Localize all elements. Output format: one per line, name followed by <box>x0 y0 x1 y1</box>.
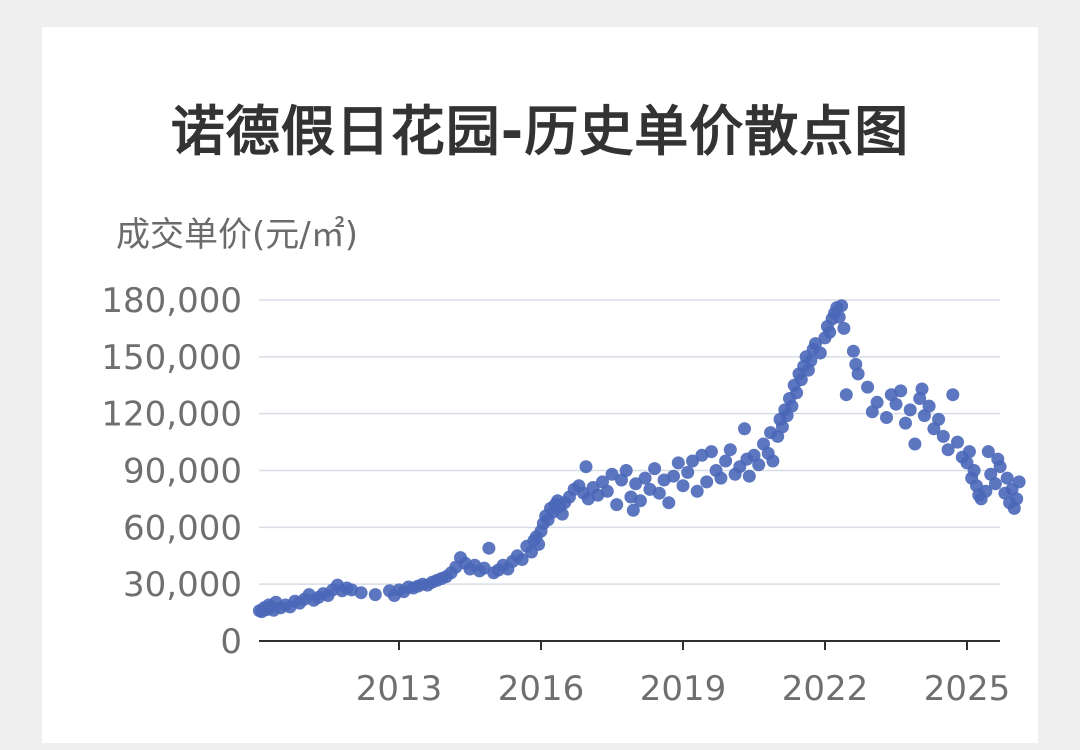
data-point <box>794 373 808 387</box>
data-point <box>638 471 652 485</box>
data-point <box>600 484 614 498</box>
data-point <box>861 380 875 394</box>
x-tick-label: 2025 <box>924 669 1011 709</box>
y-tick-label: 150,000 <box>101 338 242 378</box>
scatter-chart: 0 30,000 60,000 90,000 120,000 150,000 180,000… <box>101 281 1026 709</box>
y-tick-label: 120,000 <box>101 395 242 435</box>
data-point <box>932 412 946 426</box>
data-point <box>714 471 728 485</box>
x-tick-label: 2013 <box>356 669 443 709</box>
data-point <box>515 553 529 566</box>
data-point <box>652 486 666 500</box>
data-point <box>532 537 546 551</box>
data-point <box>626 503 640 517</box>
data-point <box>870 395 884 409</box>
data-point <box>719 454 733 468</box>
data-point <box>579 460 593 474</box>
data-point <box>629 477 643 491</box>
data-point <box>619 464 633 477</box>
data-point <box>936 429 950 443</box>
data-point <box>368 588 382 602</box>
y-tick-label: 180,000 <box>101 281 242 321</box>
data-point <box>676 479 690 493</box>
data-point <box>839 388 853 402</box>
x-tick-label: 2022 <box>782 669 869 709</box>
data-point <box>981 445 995 459</box>
data-point <box>790 386 804 400</box>
data-point <box>482 541 496 555</box>
data-point <box>962 445 976 459</box>
data-point <box>610 498 624 512</box>
data-point <box>648 462 662 476</box>
data-point <box>667 469 680 483</box>
data-point <box>686 454 699 468</box>
data-point <box>723 443 737 457</box>
data-point <box>704 445 718 459</box>
data-point <box>837 321 851 335</box>
data-point <box>903 403 917 417</box>
data-point <box>671 456 685 470</box>
data-point <box>804 354 818 368</box>
data-point <box>690 484 704 498</box>
data-point <box>979 484 993 498</box>
data-point <box>662 496 676 510</box>
data-point <box>993 460 1007 474</box>
data-point <box>941 443 955 457</box>
data-point <box>880 411 893 424</box>
data-point <box>1012 475 1026 489</box>
data-point <box>967 464 981 477</box>
data-point <box>633 494 647 508</box>
data-point <box>605 467 619 481</box>
y-tick-label: 30,000 <box>123 565 242 605</box>
data-point <box>946 388 960 402</box>
x-tick-label: 2016 <box>498 669 585 709</box>
data-point <box>889 397 903 411</box>
data-point <box>922 399 936 413</box>
data-point <box>835 299 849 313</box>
y-tick-label: 60,000 <box>123 508 242 548</box>
data-point <box>813 346 827 360</box>
chart-title: 诺德假日花园-历史单价散点图 <box>170 100 910 163</box>
data-point <box>908 437 922 451</box>
data-point <box>951 435 964 449</box>
scatter-series <box>252 299 1026 619</box>
data-point <box>785 399 799 413</box>
data-point <box>988 477 1002 491</box>
data-point <box>894 384 908 398</box>
y-axis-label: 成交单价(元/㎡) <box>116 215 358 255</box>
data-point <box>766 454 780 468</box>
x-tick-label: 2019 <box>640 669 727 709</box>
data-point <box>752 458 766 472</box>
data-point <box>851 367 865 381</box>
data-point <box>775 420 789 434</box>
data-point <box>700 475 714 489</box>
data-point <box>846 344 860 358</box>
y-tick-label: 90,000 <box>123 452 242 492</box>
data-point <box>915 382 929 396</box>
data-point <box>823 325 837 339</box>
data-point <box>681 465 695 479</box>
data-point <box>354 586 368 600</box>
y-tick-label: 0 <box>220 622 242 662</box>
data-point <box>899 416 912 430</box>
data-point <box>1010 492 1024 506</box>
data-point <box>555 507 569 521</box>
data-point <box>832 310 846 324</box>
data-point <box>742 469 756 483</box>
data-point <box>1000 471 1014 485</box>
chart-card: 诺德假日花园-历史单价散点图 成交单价(元/㎡) 0 30,000 60,000 90… <box>42 27 1038 743</box>
data-point <box>738 422 751 436</box>
